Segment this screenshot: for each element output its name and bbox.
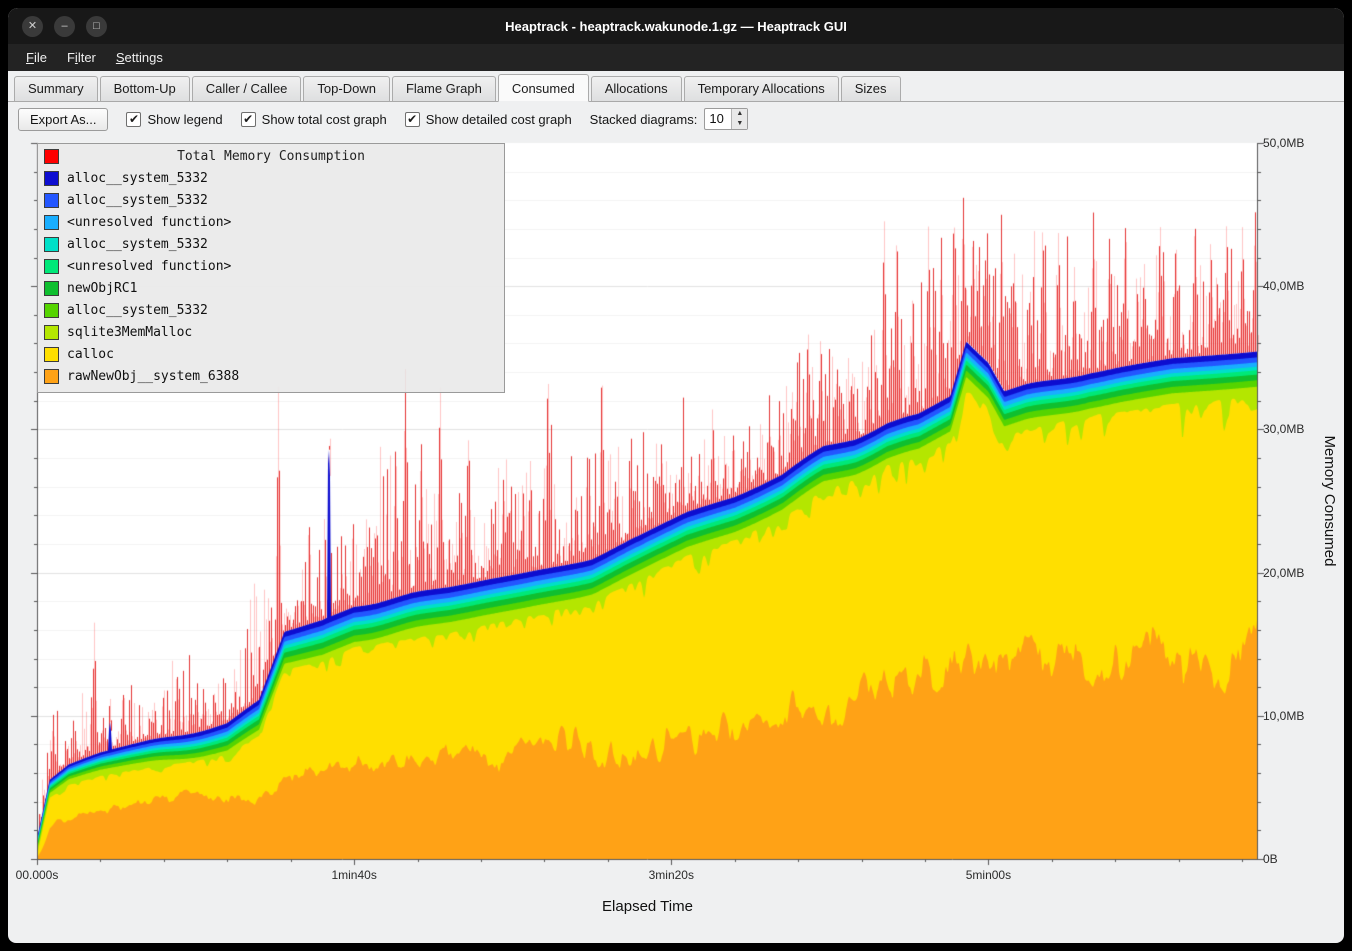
chart-area: Total Memory Consumption alloc__system_5… [8, 136, 1344, 892]
tab-bar: SummaryBottom-UpCaller / CalleeTop-DownF… [8, 71, 1344, 102]
menu-item-filter[interactable]: Filter [57, 46, 106, 69]
tab-allocations[interactable]: Allocations [591, 76, 682, 102]
checkbox-icon: ✔ [241, 112, 256, 127]
toolbar: Export As... ✔ Show legend ✔ Show total … [8, 102, 1344, 136]
legend-swatch [44, 237, 59, 252]
menu-item-settings[interactable]: Settings [106, 46, 173, 69]
legend-label: alloc__system_5332 [67, 237, 208, 252]
close-button[interactable]: ✕ [22, 16, 43, 37]
desktop: { "window": { "title": "Heaptrack - heap… [0, 0, 1352, 951]
y-tick-label: 20,0MB [1263, 566, 1304, 580]
show-detailed-cost-checkbox[interactable]: ✔ Show detailed cost graph [405, 112, 572, 127]
legend-rows: alloc__system_5332 alloc__system_5332 <unr… [42, 167, 500, 387]
y-tick-label: 40,0MB [1263, 279, 1304, 293]
legend-swatch [44, 193, 59, 208]
tab-bottom-up[interactable]: Bottom-Up [100, 76, 190, 102]
legend-label: rawNewObj__system_6388 [67, 369, 239, 384]
y-tick-label: 10,0MB [1263, 709, 1304, 723]
legend-item: rawNewObj__system_6388 [42, 365, 500, 387]
legend-swatch [44, 347, 59, 362]
spin-up-button[interactable]: ▲ [732, 109, 747, 119]
legend-item: alloc__system_5332 [42, 167, 500, 189]
legend-swatch [44, 303, 59, 318]
legend-item: newObjRC1 [42, 277, 500, 299]
x-tick-label: 5min00s [966, 868, 1011, 882]
spin-buttons: ▲ ▼ [731, 109, 747, 129]
checkbox-icon: ✔ [126, 112, 141, 127]
legend-item: calloc [42, 343, 500, 365]
show-total-cost-label: Show total cost graph [262, 112, 387, 127]
legend-swatch [44, 171, 59, 186]
legend-label: alloc__system_5332 [67, 303, 208, 318]
stacked-diagrams-spinbox[interactable]: 10 ▲ ▼ [704, 108, 748, 130]
maximize-button[interactable]: □ [86, 16, 107, 37]
x-tick-label: 3min20s [649, 868, 694, 882]
show-detailed-cost-label: Show detailed cost graph [426, 112, 572, 127]
legend-item: alloc__system_5332 [42, 299, 500, 321]
tab-summary[interactable]: Summary [14, 76, 98, 102]
export-as-button[interactable]: Export As... [18, 108, 108, 131]
window-title: Heaptrack - heaptrack.wakunode.1.gz — He… [8, 19, 1344, 34]
legend-title: Total Memory Consumption [42, 149, 500, 164]
legend-swatch [44, 215, 59, 230]
legend-item: <unresolved function> [42, 211, 500, 233]
show-legend-label: Show legend [147, 112, 222, 127]
chart-legend: Total Memory Consumption alloc__system_5… [37, 143, 505, 393]
minimize-button[interactable]: – [54, 16, 75, 37]
y-tick-label: 50,0MB [1263, 136, 1304, 150]
menubar: FileFilterSettings [8, 44, 1344, 71]
legend-item: alloc__system_5332 [42, 233, 500, 255]
window-controls: ✕ – □ [8, 16, 107, 37]
legend-label: <unresolved function> [67, 259, 231, 274]
legend-item: alloc__system_5332 [42, 189, 500, 211]
stacked-diagrams-label: Stacked diagrams: [590, 112, 698, 127]
maximize-icon: □ [93, 16, 100, 37]
legend-swatch [44, 259, 59, 274]
y-tick-label: 0B [1263, 852, 1278, 866]
tab-flame-graph[interactable]: Flame Graph [392, 76, 496, 102]
legend-label: newObjRC1 [67, 281, 137, 296]
legend-label: <unresolved function> [67, 215, 231, 230]
heaptrack-window: ✕ – □ Heaptrack - heaptrack.wakunode.1.g… [8, 8, 1344, 943]
x-axis-title: Elapsed Time [37, 892, 1258, 915]
checkbox-icon: ✔ [405, 112, 420, 127]
legend-swatch [44, 369, 59, 384]
tab-sizes[interactable]: Sizes [841, 76, 901, 102]
legend-item: <unresolved function> [42, 255, 500, 277]
legend-swatch [44, 281, 59, 296]
spin-down-button[interactable]: ▼ [732, 119, 747, 129]
stacked-diagrams-control: Stacked diagrams: 10 ▲ ▼ [590, 108, 749, 130]
legend-item: sqlite3MemMalloc [42, 321, 500, 343]
show-legend-checkbox[interactable]: ✔ Show legend [126, 112, 222, 127]
tab-top-down[interactable]: Top-Down [303, 76, 390, 102]
x-tick-label: 1min40s [331, 868, 376, 882]
stacked-diagrams-value[interactable]: 10 [705, 109, 731, 129]
legend-title-row: Total Memory Consumption [42, 146, 500, 167]
legend-label: alloc__system_5332 [67, 171, 208, 186]
titlebar[interactable]: ✕ – □ Heaptrack - heaptrack.wakunode.1.g… [8, 8, 1344, 44]
show-total-cost-checkbox[interactable]: ✔ Show total cost graph [241, 112, 387, 127]
tab-temporary-allocations[interactable]: Temporary Allocations [684, 76, 839, 102]
tab-caller-callee[interactable]: Caller / Callee [192, 76, 302, 102]
y-axis-title: Memory Consumed [1321, 436, 1338, 567]
close-icon: ✕ [28, 16, 37, 37]
legend-swatch-total [44, 149, 59, 164]
legend-label: alloc__system_5332 [67, 193, 208, 208]
x-tick-label: 00.000s [16, 868, 59, 882]
legend-label: calloc [67, 347, 114, 362]
legend-swatch [44, 325, 59, 340]
y-tick-label: 30,0MB [1263, 422, 1304, 436]
legend-label: sqlite3MemMalloc [67, 325, 192, 340]
tab-consumed[interactable]: Consumed [498, 74, 589, 102]
minimize-icon: – [61, 16, 67, 37]
menu-item-file[interactable]: File [16, 46, 57, 69]
